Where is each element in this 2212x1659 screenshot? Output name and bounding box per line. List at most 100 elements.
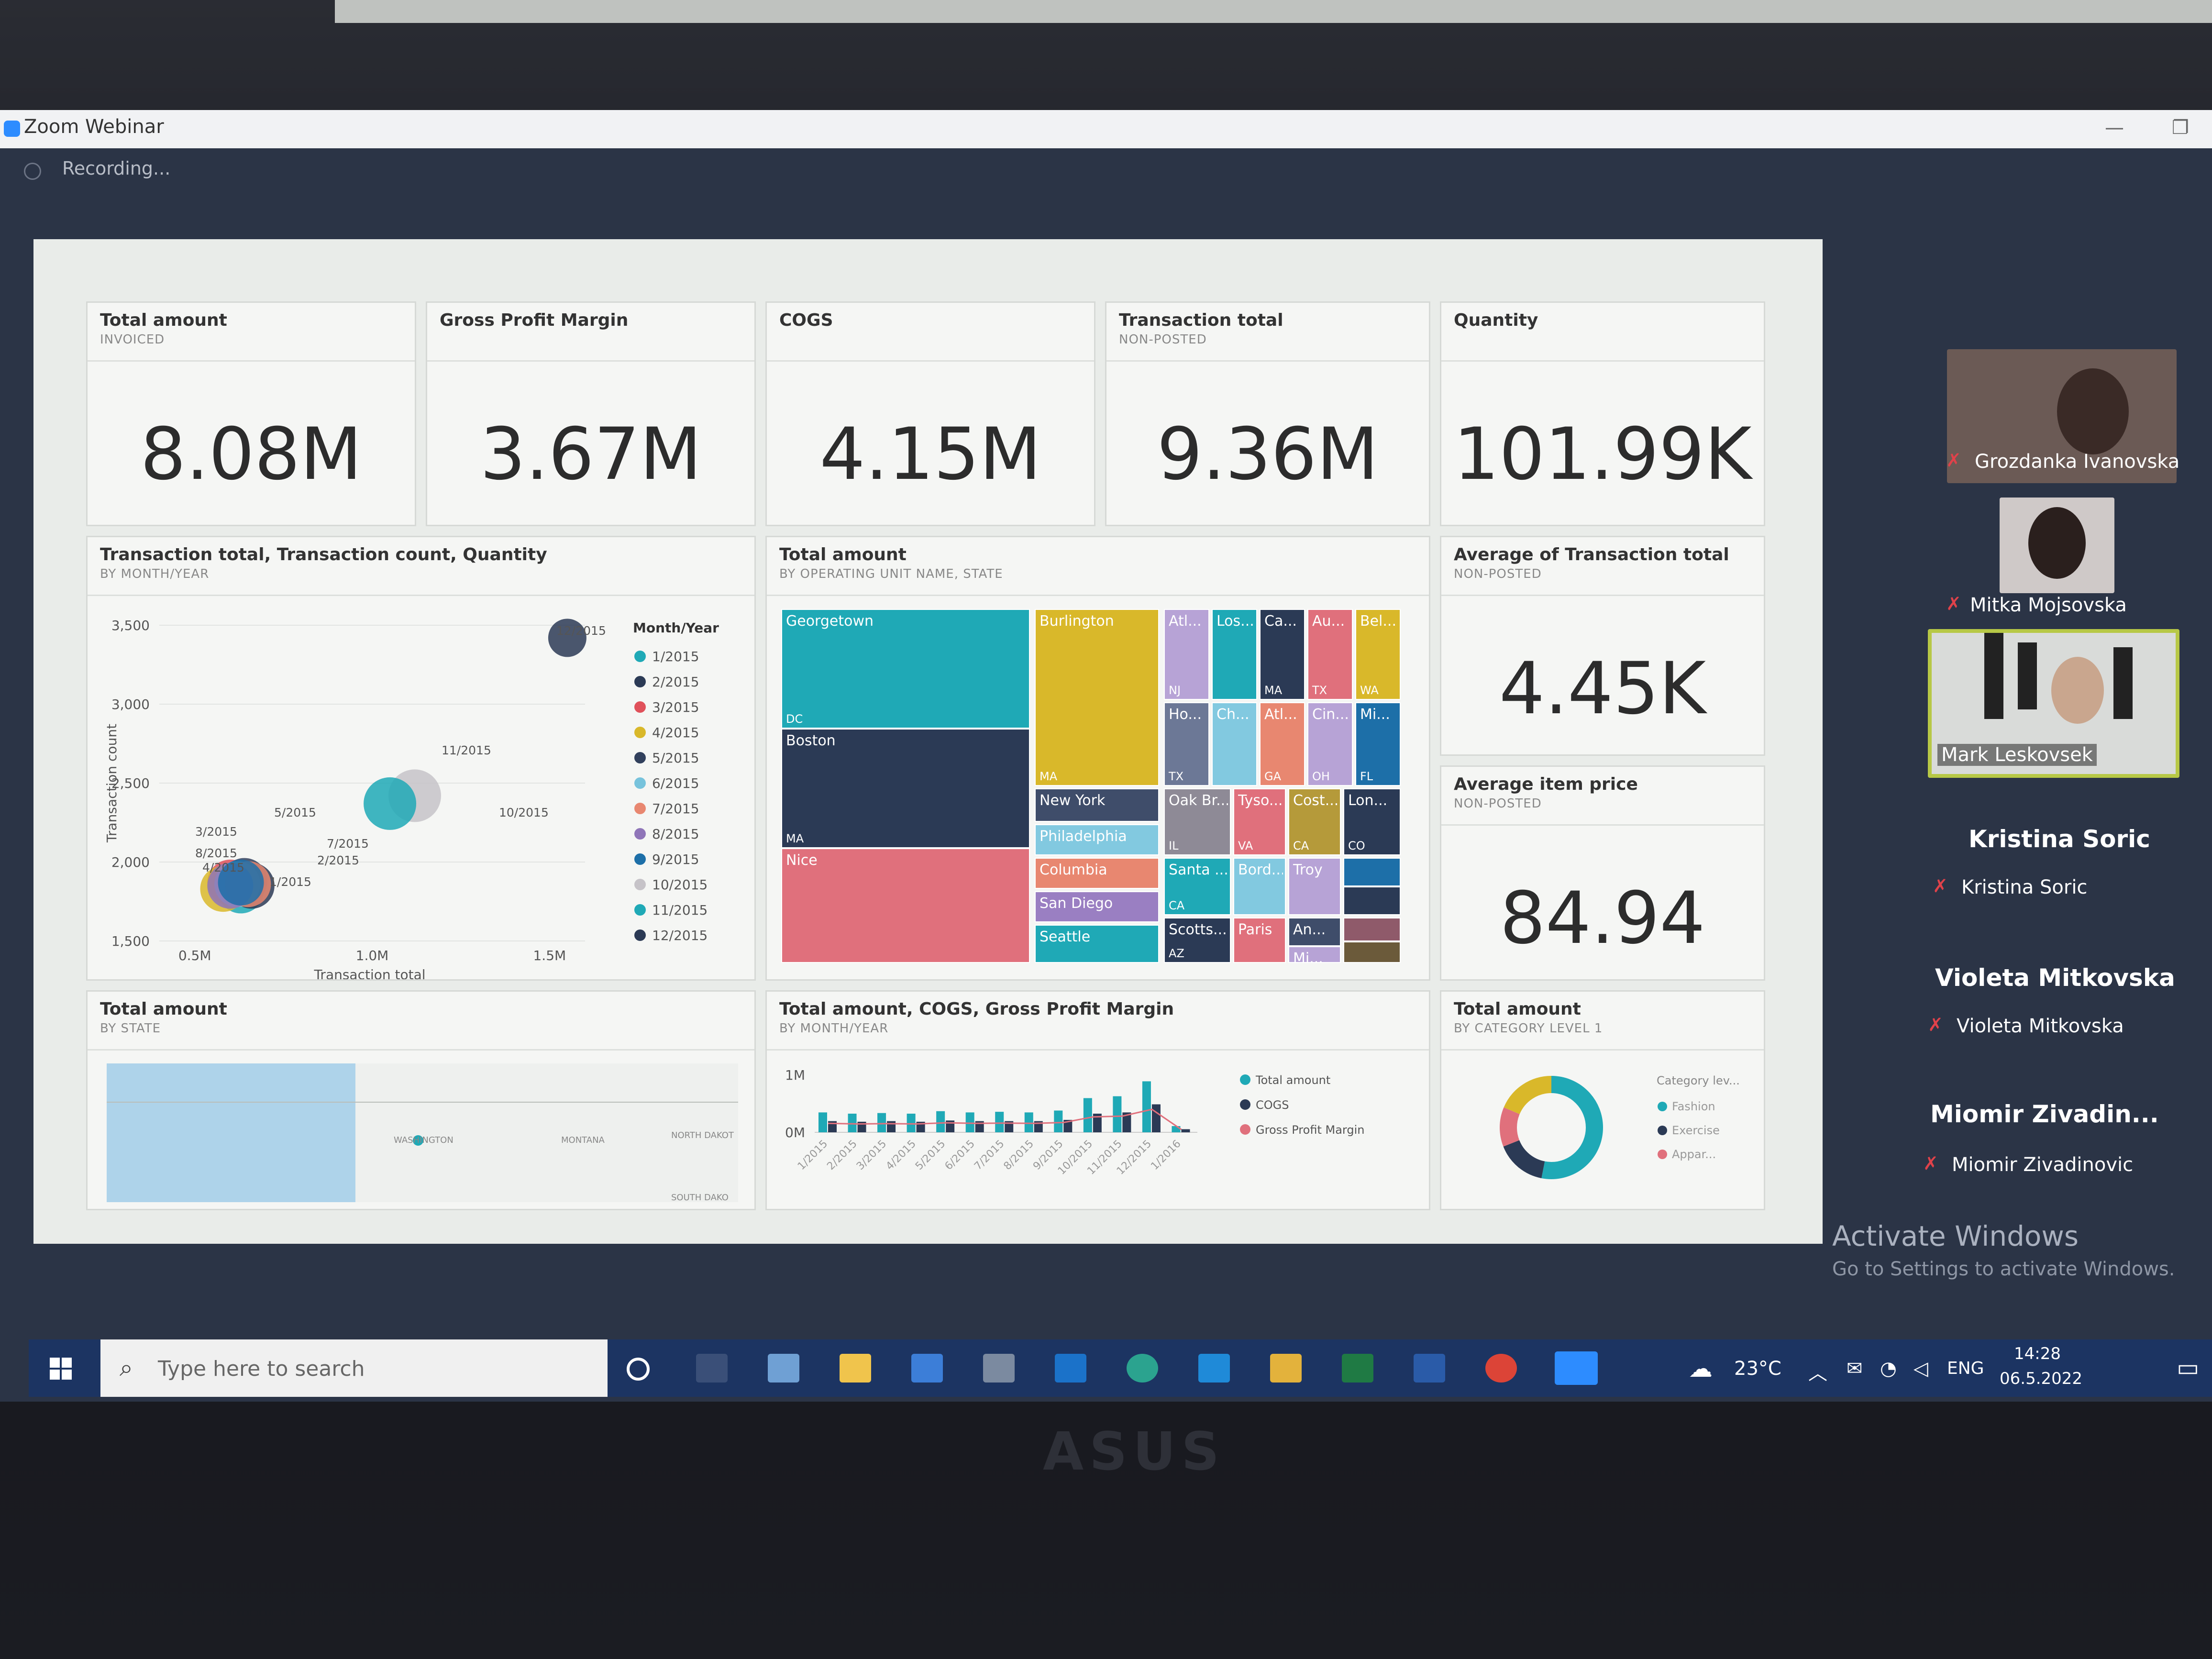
clock-date[interactable]: 06.5.2022: [2000, 1369, 2083, 1388]
treemap-cell[interactable]: Scotts... AZ: [1164, 918, 1231, 963]
taskbar-search[interactable]: ⌕ Type here to search: [100, 1339, 608, 1397]
treemap-cell-state: CA: [1169, 899, 1185, 912]
excel-icon[interactable]: [1342, 1354, 1373, 1382]
map-bubble[interactable]: [413, 1135, 423, 1146]
treemap-cell[interactable]: Los...: [1212, 609, 1257, 700]
treemap-tile[interactable]: Total amount BY OPERATING UNIT NAME, STA…: [765, 536, 1430, 981]
scatter-chart-tile[interactable]: Transaction total, Transaction count, Qu…: [86, 536, 756, 981]
donut-tile[interactable]: Total amount BY CATEGORY LEVEL 1 Categor…: [1440, 990, 1765, 1210]
legend-swatch: [1658, 1150, 1667, 1159]
treemap-cell[interactable]: Bel... WA: [1355, 609, 1401, 700]
treemap-cell[interactable]: Ca... MA: [1260, 609, 1305, 700]
treemap-cell[interactable]: Oak Br... IL: [1164, 788, 1231, 855]
bar-cogs: [887, 1121, 896, 1132]
combo-chart-tile[interactable]: Total amount, COGS, Gross Profit Margin …: [765, 990, 1430, 1210]
file-explorer-icon[interactable]: [840, 1354, 871, 1382]
treemap-cell[interactable]: Cost... CA: [1288, 788, 1341, 855]
treemap-cell-small[interactable]: [1343, 918, 1401, 941]
treemap-cell[interactable]: Mi... FL: [1355, 702, 1401, 786]
weather-temp[interactable]: 23°C: [1734, 1358, 1781, 1380]
participant-video-grozdanka[interactable]: [1947, 349, 2177, 483]
legend-label: 12/2015: [652, 928, 708, 943]
legend-swatch: [634, 777, 646, 789]
participant-display-name: Kristina Soric: [1969, 825, 2150, 853]
treemap-cell[interactable]: Bord...: [1233, 858, 1286, 915]
treemap-cell[interactable]: New York: [1035, 788, 1159, 822]
notifications-icon[interactable]: ▭: [2177, 1354, 2200, 1382]
treemap-cell[interactable]: Atl... GA: [1260, 702, 1305, 786]
legend-swatch: [634, 904, 646, 916]
x-tick-label: 7/2015: [972, 1138, 1006, 1172]
map-tile[interactable]: Total amount BY STATE WASHINGTON MONTANA…: [86, 990, 756, 1210]
outlook-icon[interactable]: [1055, 1354, 1086, 1382]
card-total-amount[interactable]: Total amount INVOICED 8.08M: [86, 301, 416, 526]
map-canvas[interactable]: WASHINGTON MONTANA NORTH DAKOT SOUTH DAK…: [107, 1063, 738, 1203]
treemap-cell-small[interactable]: [1343, 858, 1401, 886]
treemap-cell-state: AZ: [1169, 947, 1184, 960]
treemap-cell[interactable]: Georgetown DC: [781, 609, 1030, 729]
treemap-cell-small[interactable]: [1343, 886, 1401, 915]
treemap-cell[interactable]: Ch...: [1212, 702, 1257, 786]
treemap-cell[interactable]: Nice: [781, 848, 1030, 963]
activate-windows-title: Activate Windows: [1832, 1220, 2079, 1252]
card-title: Quantity: [1454, 310, 1538, 330]
windows-start-icon[interactable]: [50, 1358, 72, 1380]
treemap-cell-small[interactable]: [1343, 941, 1401, 963]
wifi-icon[interactable]: ◔: [1880, 1358, 1897, 1380]
treemap-cell[interactable]: Columbia: [1035, 858, 1159, 889]
divider: [1106, 360, 1429, 362]
store-icon[interactable]: [911, 1354, 943, 1382]
treemap-cell[interactable]: Tyso... VA: [1233, 788, 1286, 855]
word-icon[interactable]: [1414, 1354, 1445, 1382]
treemap-cell[interactable]: Seattle: [1035, 925, 1159, 963]
chrome-icon[interactable]: [1485, 1354, 1517, 1382]
treemap-cell-label: Tyso...: [1238, 792, 1283, 809]
zoom-taskbar-icon[interactable]: [1555, 1351, 1598, 1385]
card-cogs[interactable]: COGS 4.15M: [765, 301, 1095, 526]
treemap-cell[interactable]: Troy: [1288, 858, 1341, 915]
card-avg-transaction[interactable]: Average of Transaction total NON-POSTED …: [1440, 536, 1765, 756]
card-avg-item-price[interactable]: Average item price NON-POSTED 84.94: [1440, 765, 1765, 981]
treemap-cell[interactable]: Boston MA: [781, 729, 1030, 848]
treemap-cell[interactable]: Au... TX: [1307, 609, 1353, 700]
treemap-cell[interactable]: Burlington MA: [1035, 609, 1159, 786]
treemap-cell[interactable]: Ho... TX: [1164, 702, 1209, 786]
participant-video-mark[interactable]: Mark Leskovsek: [1928, 629, 2179, 778]
maximize-icon[interactable]: ❐: [2172, 117, 2189, 139]
treemap-cell[interactable]: Paris: [1233, 918, 1286, 963]
edge-icon[interactable]: [1127, 1354, 1158, 1382]
treemap-cell[interactable]: Atl... NJ: [1164, 609, 1209, 700]
treemap-cell[interactable]: Lon... CO: [1343, 788, 1401, 855]
treemap-cell[interactable]: Cin... OH: [1307, 702, 1353, 786]
treemap-cell-state: DC: [786, 712, 803, 726]
power-bi-icon[interactable]: [1270, 1354, 1302, 1382]
card-quantity[interactable]: Quantity 101.99K: [1440, 301, 1765, 526]
card-gross-profit[interactable]: Gross Profit Margin 3.67M: [426, 301, 756, 526]
chart-subtitle: BY MONTH/YEAR: [100, 567, 210, 581]
clock-time[interactable]: 14:28: [2014, 1344, 2061, 1363]
minimize-icon[interactable]: —: [2105, 117, 2124, 139]
paint-icon[interactable]: [768, 1354, 799, 1382]
treemap-cell[interactable]: Philadelphia: [1035, 824, 1159, 855]
recording-icon: [24, 163, 41, 180]
treemap-cell[interactable]: Mi...: [1288, 946, 1341, 963]
treemap-cell[interactable]: An...: [1288, 918, 1341, 946]
bar-cogs: [1181, 1129, 1190, 1132]
chevron-up-icon[interactable]: ︿: [1808, 1362, 1827, 1384]
participant-video-mitka[interactable]: [2000, 498, 2114, 593]
x-tick-label: 1.0M: [356, 948, 389, 963]
treemap-cell[interactable]: San Diego: [1035, 891, 1159, 922]
task-view-icon[interactable]: [696, 1354, 728, 1382]
donut-slice-apparel[interactable]: [1500, 1076, 1603, 1179]
bar-total-amount: [848, 1114, 857, 1132]
treemap-cell[interactable]: Santa ... CA: [1164, 858, 1231, 915]
language-indicator[interactable]: ENG: [1947, 1359, 1984, 1378]
calculator-icon[interactable]: [983, 1354, 1015, 1382]
speaker-icon[interactable]: ◁: [1913, 1358, 1928, 1380]
card-transaction-total[interactable]: Transaction total NON-POSTED 9.36M: [1105, 301, 1430, 526]
mail-icon[interactable]: ✉: [1847, 1358, 1863, 1380]
divider: [767, 595, 1429, 596]
cortana-icon[interactable]: [627, 1358, 650, 1381]
donut-slice-other[interactable]: [1500, 1076, 1603, 1179]
sway-icon[interactable]: [1198, 1354, 1230, 1382]
